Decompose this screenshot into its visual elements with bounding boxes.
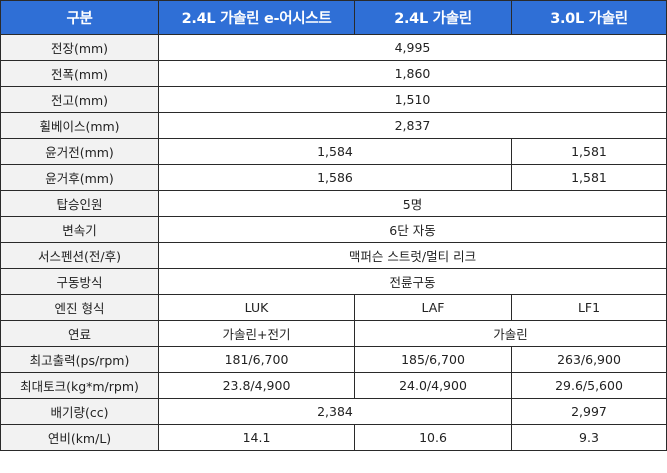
- table-row: 연비(km/L) 14.1 10.6 9.3: [0, 424, 667, 451]
- row-label: 윤거후(mm): [0, 164, 159, 191]
- header-30-gasoline: 3.0L 가솔린: [511, 0, 667, 35]
- spec-value-cell: 29.6/5,600: [511, 372, 667, 399]
- table-row: 변속기 6단 자동: [0, 216, 667, 243]
- spec-value-cell: 1,581: [511, 138, 667, 165]
- row-label: 탑승인원: [0, 190, 159, 217]
- table-row: 서스펜션(전/후) 맥퍼슨 스트럿/멀티 리크: [0, 242, 667, 269]
- spec-value-cell: 185/6,700: [354, 346, 512, 373]
- table-row: 전고(mm) 1,510: [0, 86, 667, 113]
- table-row: 엔진 형식 LUK LAF LF1: [0, 294, 667, 321]
- row-label: 윤거전(mm): [0, 138, 159, 165]
- spec-value-cell: 4,995: [158, 34, 667, 61]
- spec-value-cell: LUK: [158, 294, 355, 321]
- row-label: 최고출력(ps/rpm): [0, 346, 159, 373]
- spec-value-cell: LAF: [354, 294, 512, 321]
- spec-value-cell: 가솔린+전기: [158, 320, 355, 347]
- row-label: 배기량(cc): [0, 398, 159, 425]
- spec-body: 전장(mm) 4,995 전폭(mm) 1,860 전고(mm) 1,510 휠베이스(mm…: [0, 34, 667, 451]
- spec-value-cell: 맥퍼슨 스트럿/멀티 리크: [158, 242, 667, 269]
- table-row: 전장(mm) 4,995: [0, 34, 667, 61]
- table-row: 구동방식 전륜구동: [0, 268, 667, 295]
- row-label: 엔진 형식: [0, 294, 159, 321]
- spec-value-cell: 5명: [158, 190, 667, 217]
- spec-value-cell: 263/6,900: [511, 346, 667, 373]
- table-row: 탑승인원 5명: [0, 190, 667, 217]
- row-label: 휠베이스(mm): [0, 112, 159, 139]
- row-label: 서스펜션(전/후): [0, 242, 159, 269]
- spec-value-cell: 1,586: [158, 164, 512, 191]
- row-label: 연료: [0, 320, 159, 347]
- spec-value-cell: 1,510: [158, 86, 667, 113]
- spec-value-cell: 9.3: [511, 424, 667, 451]
- table-row: 배기량(cc) 2,384 2,997: [0, 398, 667, 425]
- table-row: 최고출력(ps/rpm) 181/6,700 185/6,700 263/6,900: [0, 346, 667, 373]
- spec-value-cell: 24.0/4,900: [354, 372, 512, 399]
- spec-value-cell: 14.1: [158, 424, 355, 451]
- row-label: 전고(mm): [0, 86, 159, 113]
- table-row: 전폭(mm) 1,860: [0, 60, 667, 87]
- spec-value-cell: 가솔린: [354, 320, 667, 347]
- header-24-e-assist: 2.4L 가솔린 e-어시스트: [158, 0, 355, 35]
- table-row: 휠베이스(mm) 2,837: [0, 112, 667, 139]
- spec-value-cell: 23.8/4,900: [158, 372, 355, 399]
- table-row: 윤거후(mm) 1,586 1,581: [0, 164, 667, 191]
- row-label: 연비(km/L): [0, 424, 159, 451]
- spec-value-cell: 2,384: [158, 398, 512, 425]
- table-row: 연료 가솔린+전기 가솔린: [0, 320, 667, 347]
- spec-value-cell: 1,581: [511, 164, 667, 191]
- spec-value-cell: 6단 자동: [158, 216, 667, 243]
- header-row: 구분 2.4L 가솔린 e-어시스트 2.4L 가솔린 3.0L 가솔린: [0, 0, 667, 35]
- header-24-gasoline: 2.4L 가솔린: [354, 0, 512, 35]
- row-label: 최대토크(kg*m/rpm): [0, 372, 159, 399]
- spec-value-cell: 전륜구동: [158, 268, 667, 295]
- table-row: 윤거전(mm) 1,584 1,581: [0, 138, 667, 165]
- spec-value-cell: LF1: [511, 294, 667, 321]
- spec-value-cell: 1,584: [158, 138, 512, 165]
- row-label: 변속기: [0, 216, 159, 243]
- row-label: 전폭(mm): [0, 60, 159, 87]
- header-category: 구분: [0, 0, 159, 35]
- row-label: 구동방식: [0, 268, 159, 295]
- row-label: 전장(mm): [0, 34, 159, 61]
- spec-value-cell: 2,997: [511, 398, 667, 425]
- spec-value-cell: 1,860: [158, 60, 667, 87]
- spec-value-cell: 2,837: [158, 112, 667, 139]
- spec-value-cell: 10.6: [354, 424, 512, 451]
- spec-value-cell: 181/6,700: [158, 346, 355, 373]
- spec-table: 구분 2.4L 가솔린 e-어시스트 2.4L 가솔린 3.0L 가솔린 전장(…: [0, 0, 667, 451]
- table-row: 최대토크(kg*m/rpm) 23.8/4,900 24.0/4,900 29.6/5…: [0, 372, 667, 399]
